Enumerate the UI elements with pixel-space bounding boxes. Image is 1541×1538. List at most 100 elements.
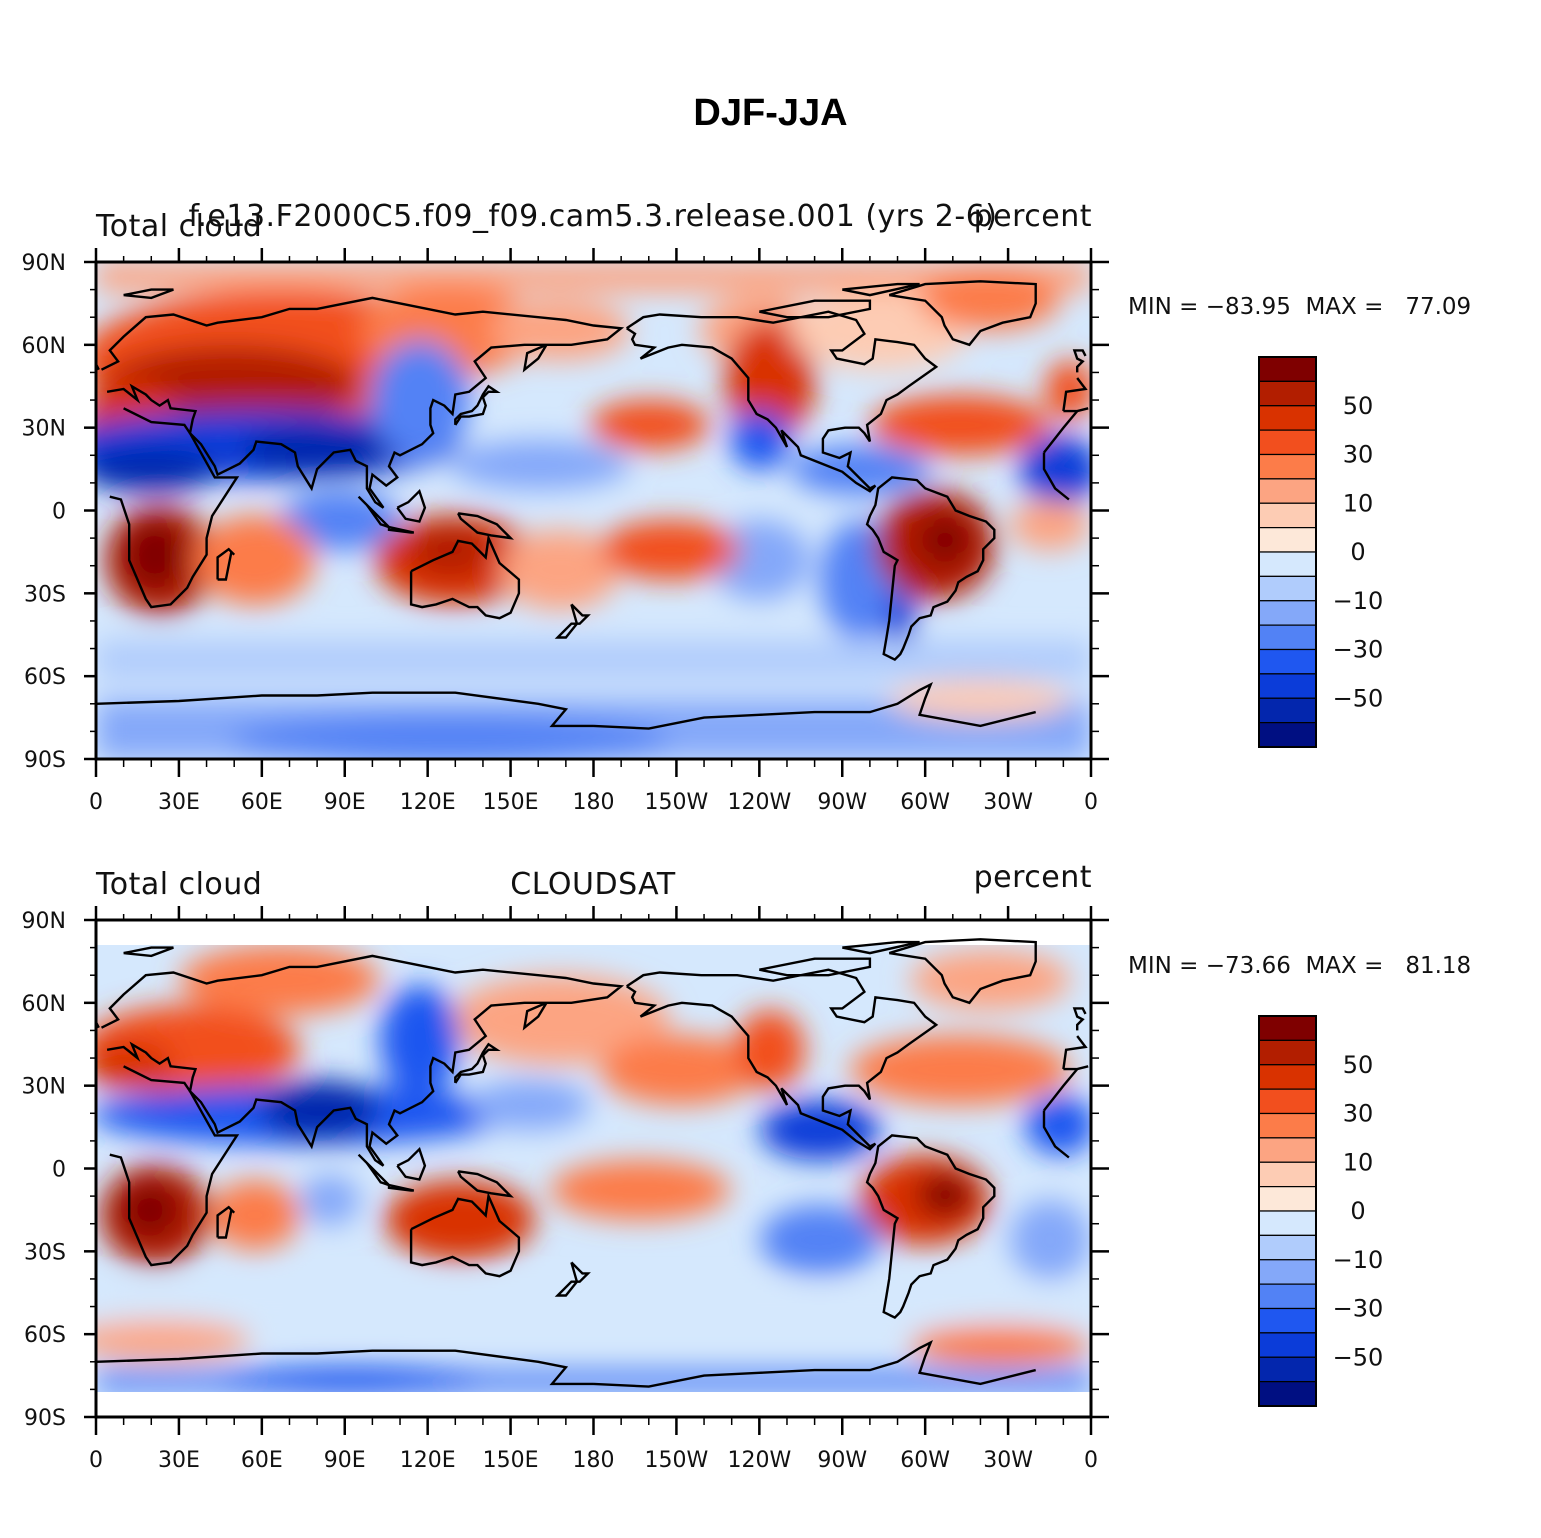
- lon-tick-label: 90E: [324, 1448, 366, 1473]
- lon-tick-label: 0: [1084, 1448, 1098, 1473]
- lon-tick-label: 60E: [241, 1448, 283, 1473]
- colorbar-swatch: [1258, 1210, 1317, 1236]
- lat-tick-label: 30N: [22, 1075, 66, 1100]
- panel2-left-label: Total cloud: [96, 867, 263, 902]
- colorbar-swatch: [1258, 1332, 1317, 1358]
- coastline: [123, 946, 174, 958]
- lon-tick-label: 0: [1084, 790, 1098, 815]
- coastline: [888, 938, 1037, 1005]
- lon-tick-label: 30W: [983, 790, 1033, 815]
- coastline: [1063, 407, 1089, 413]
- colorbar-label: 30: [1343, 441, 1374, 469]
- lat-tick-label: 0: [52, 1158, 66, 1183]
- coastline: [1072, 1007, 1087, 1031]
- lon-tick-label: 150W: [645, 1448, 709, 1473]
- coastline: [95, 1349, 594, 1386]
- colorbar-swatch: [1258, 722, 1317, 748]
- coastline: [396, 1146, 427, 1181]
- coastline: [1072, 349, 1087, 373]
- colorbar-swatch: [1258, 551, 1317, 577]
- colorbar-swatch: [1258, 648, 1317, 675]
- colorbar-swatch: [1258, 1137, 1317, 1163]
- lon-tick-label: 30E: [158, 790, 200, 815]
- colorbar-label: 50: [1343, 392, 1374, 420]
- colorbar-swatch: [1258, 502, 1317, 529]
- panel1-axes: 90N 60N 30N 0 30S 60S 90S 0 30E 60E 90E 120E 150E 180…: [22, 248, 1109, 815]
- coastline: [409, 533, 521, 620]
- lat-tick-label: 30S: [24, 1240, 66, 1265]
- colorbar-label: 50: [1343, 1051, 1374, 1079]
- panel2-center-label: CLOUDSAT: [510, 867, 676, 902]
- colorbar-swatch: [1258, 356, 1317, 382]
- coastline: [626, 310, 939, 493]
- panel2-min-max: MIN = −73.66 MAX = 81.18: [1128, 953, 1472, 979]
- lon-tick-label: 90W: [817, 1448, 867, 1473]
- coastline: [123, 288, 174, 300]
- coastline: [1062, 1035, 1088, 1070]
- lon-tick-label: 30W: [983, 1448, 1033, 1473]
- coastline: [888, 280, 1037, 347]
- coastline: [593, 1340, 1036, 1388]
- panel1-left-label: Total cloud: [96, 209, 263, 244]
- colorbar-swatch: [1258, 380, 1317, 407]
- colorbar-label: −10: [1333, 587, 1384, 615]
- coastline: [387, 1183, 415, 1192]
- lat-tick-label: 30S: [24, 582, 66, 607]
- colorbar-swatch: [1258, 1161, 1317, 1188]
- colorbar-swatch: [1258, 1088, 1317, 1115]
- coastline: [842, 940, 920, 955]
- lat-tick-label: 60S: [24, 1323, 66, 1348]
- lat-tick-label: 90N: [22, 909, 66, 934]
- coastline: [409, 1191, 521, 1278]
- panel2-axes: 90N 60N 30N 0 30S 60S 90S 0 30E 60E 90E 120E 150E 180…: [22, 906, 1109, 1473]
- colorbar-label: −30: [1333, 1295, 1384, 1323]
- coastline: [357, 1153, 390, 1187]
- lat-tick-label: 60N: [22, 334, 66, 359]
- lon-tick-label: 60E: [241, 790, 283, 815]
- panel1-map: 90N 60N 30N 0 30S 60S 90S 0 30E 60E 90E 120E 150E 180…: [22, 248, 1109, 815]
- lon-tick-label: 150W: [645, 790, 709, 815]
- colorbar-swatch: [1258, 1283, 1317, 1310]
- coastline: [554, 1261, 591, 1297]
- colorbar-swatch: [1258, 453, 1317, 480]
- panel2-right-label: percent: [973, 860, 1092, 895]
- coastline: [759, 299, 872, 319]
- coastline: [454, 384, 501, 426]
- lon-tick-label: 30E: [158, 1448, 200, 1473]
- panel1-min-max: MIN = −83.95 MAX = 77.09: [1128, 294, 1472, 320]
- panel2-colorbar: 50 30 10 0 −10 −30 −50: [1258, 1015, 1384, 1407]
- coastline: [216, 1205, 236, 1239]
- lon-tick-label: 120W: [727, 790, 791, 815]
- colorbar-swatch: [1258, 1259, 1317, 1285]
- colorbar-swatch: [1258, 697, 1317, 724]
- colorbar-label: 0: [1350, 1197, 1365, 1225]
- coastline: [396, 488, 427, 523]
- coastline: [554, 603, 591, 639]
- colorbar-swatch: [1258, 1307, 1317, 1334]
- coastline: [1043, 410, 1079, 454]
- colorbar-label: 30: [1343, 1100, 1374, 1128]
- coastline: [357, 495, 390, 529]
- colorbar-label: −30: [1333, 636, 1384, 664]
- coastline: [865, 476, 996, 662]
- colorbar-swatch: [1258, 405, 1317, 431]
- lon-tick-label: 60W: [900, 790, 950, 815]
- colorbar-label: −50: [1333, 684, 1384, 712]
- panel1-coastlines: [96, 280, 1089, 730]
- colorbar-swatch: [1258, 1064, 1317, 1090]
- lat-tick-label: 30N: [22, 417, 66, 442]
- coastline: [100, 954, 625, 1167]
- colorbar-swatch: [1258, 673, 1317, 699]
- coastline: [94, 1021, 100, 1029]
- lon-tick-label: 90E: [324, 790, 366, 815]
- lon-tick-label: 120W: [727, 1448, 791, 1473]
- coastline: [1042, 452, 1070, 501]
- colorbar-swatch: [1258, 429, 1317, 456]
- colorbar-label: 10: [1343, 489, 1374, 517]
- coastline: [457, 1170, 515, 1198]
- colorbar-swatch: [1258, 1112, 1317, 1139]
- coastline: [626, 968, 939, 1151]
- lon-tick-label: 90W: [817, 790, 867, 815]
- coastline: [96, 691, 594, 728]
- coastline: [100, 296, 625, 509]
